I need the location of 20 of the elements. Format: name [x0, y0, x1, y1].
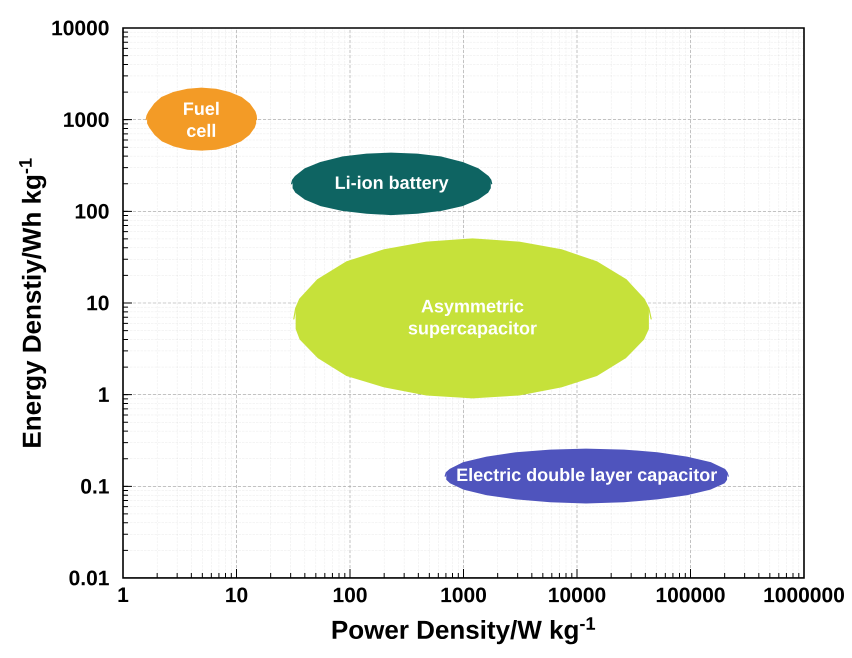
x-tick-label: 10: [226, 588, 248, 602]
text: Asymmetric supercapacitor: [408, 299, 537, 338]
x-tick-label: 10000: [549, 588, 606, 602]
series-label: Li-ion battery: [336, 176, 449, 193]
y-tick-label: 1000: [64, 112, 109, 128]
y-tick-label: 0.1: [81, 478, 109, 494]
y-tick-label: 100: [76, 204, 109, 219]
x-tick-label: 1: [118, 588, 128, 602]
y-axis-title: Energy Denstiy/Wh kg$^{-1}$: [19, 158, 46, 447]
series-label: Fuel cell: [184, 102, 219, 138]
y-tick-label: 10: [87, 296, 109, 310]
x-tick-label: 100: [334, 588, 367, 602]
x-axis-title: Power Density/W kg$^{-1}$: [332, 617, 596, 644]
y-tick-label: 10000: [52, 20, 109, 36]
x-tick-label: 1000: [441, 588, 486, 602]
y-tick-label: 0.01: [69, 570, 109, 586]
x-tick-label: 100000: [656, 588, 725, 602]
y-tick-label: 1: [99, 387, 109, 402]
series-label: Electric double layer capacitor: [457, 468, 717, 485]
x-tick-label: 1000000: [764, 588, 844, 602]
